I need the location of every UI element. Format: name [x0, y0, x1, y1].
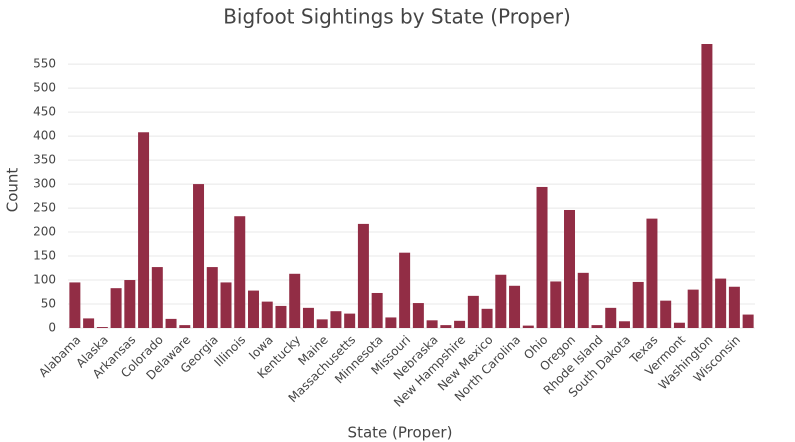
bar [550, 281, 562, 328]
bar [467, 295, 479, 328]
y-tick-label: 500 [33, 81, 56, 95]
bar [124, 280, 136, 328]
bar [509, 285, 521, 328]
y-tick-label: 350 [33, 153, 56, 167]
bar [385, 317, 397, 328]
y-tick-label: 300 [33, 177, 56, 191]
bar [275, 305, 287, 328]
bar [454, 320, 466, 328]
bar [715, 278, 727, 328]
bar [316, 319, 328, 328]
bar [687, 289, 699, 328]
bar [577, 272, 589, 328]
bar [357, 223, 369, 328]
y-tick-label: 100 [33, 273, 56, 287]
bar [618, 321, 630, 328]
bar [151, 267, 163, 328]
bar [110, 288, 122, 328]
bar [536, 186, 548, 328]
chart-title: Bigfoot Sightings by State (Proper) [223, 5, 571, 29]
bar [591, 325, 603, 328]
x-axis-title: State (Proper) [348, 424, 453, 442]
x-tick-label: Illinois [212, 333, 249, 370]
bar [564, 209, 576, 328]
y-axis-title: Count [4, 168, 22, 213]
bar [605, 307, 617, 328]
bar [660, 300, 672, 328]
bar [179, 325, 191, 328]
bar [220, 282, 232, 328]
y-tick-label: 450 [33, 105, 56, 119]
y-tick-label: 150 [33, 249, 56, 263]
bar [96, 327, 108, 328]
bar [289, 273, 301, 328]
bar [165, 318, 177, 328]
y-tick-label: 50 [41, 297, 56, 311]
bar [83, 318, 95, 328]
y-tick-label: 250 [33, 201, 56, 215]
y-tick-label: 400 [33, 129, 56, 143]
bar [234, 216, 246, 328]
bar [481, 308, 493, 328]
y-tick-label: 200 [33, 225, 56, 239]
y-tick-label: 0 [48, 321, 56, 335]
bar [206, 267, 218, 328]
y-tick-label: 550 [33, 57, 56, 71]
bar [728, 286, 740, 328]
bar [632, 281, 644, 328]
bar [138, 132, 150, 328]
bar [371, 292, 383, 328]
bar [344, 313, 356, 328]
bar [412, 303, 424, 328]
bar [193, 184, 205, 328]
bar [440, 325, 452, 328]
bar [673, 322, 685, 328]
bar [330, 311, 342, 328]
bar [69, 282, 81, 328]
bar [261, 301, 273, 328]
bar [522, 325, 534, 328]
bar [701, 44, 713, 328]
bar [495, 274, 507, 328]
bar [426, 320, 438, 328]
bar [247, 290, 259, 328]
bar [399, 252, 411, 328]
bar [742, 314, 754, 328]
bar [646, 218, 658, 328]
bar [302, 307, 314, 328]
